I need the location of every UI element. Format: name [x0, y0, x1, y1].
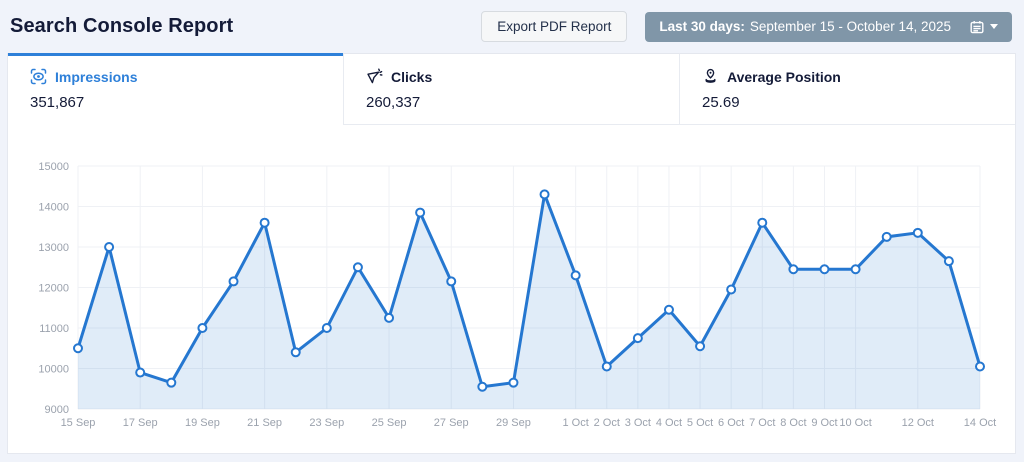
- data-point-19-sep: [197, 323, 208, 333]
- header-actions: Export PDF Report Last 30 days: Septembe…: [481, 10, 1012, 43]
- tab-impressions-value: 351,867: [30, 94, 85, 111]
- date-range-prefix: Last 30 days:: [659, 18, 745, 34]
- tab-average-position-value: 25.69: [702, 94, 740, 111]
- data-point-13-oct: [943, 256, 954, 267]
- data-point-27-sep: [446, 276, 457, 287]
- svg-text:10000: 10000: [38, 364, 69, 376]
- tab-average-position-label: Average Position: [727, 68, 841, 85]
- tab-clicks[interactable]: Clicks 260,337: [343, 53, 679, 125]
- data-point-7-oct: [757, 217, 768, 228]
- data-point-22-sep: [290, 347, 301, 358]
- average-position-pin-icon: [702, 68, 719, 85]
- data-point-2-oct: [601, 361, 612, 372]
- data-point-10-oct: [850, 264, 861, 275]
- svg-text:3 Oct: 3 Oct: [625, 417, 651, 429]
- svg-text:17 Sep: 17 Sep: [123, 417, 158, 429]
- data-point-1-oct: [570, 270, 581, 281]
- clicks-cursor-icon: [366, 68, 383, 85]
- caret-down-icon: [990, 24, 998, 29]
- svg-text:11000: 11000: [39, 323, 69, 335]
- svg-text:27 Sep: 27 Sep: [434, 417, 469, 429]
- export-pdf-button[interactable]: Export PDF Report: [481, 10, 628, 43]
- data-point-23-sep: [321, 323, 332, 333]
- data-point-6-oct: [726, 284, 737, 295]
- svg-text:10 Oct: 10 Oct: [839, 417, 871, 429]
- svg-text:15 Sep: 15 Sep: [61, 417, 96, 429]
- data-point-25-sep: [384, 312, 395, 323]
- svg-text:14000: 14000: [38, 202, 69, 214]
- svg-text:25 Sep: 25 Sep: [372, 417, 407, 429]
- tab-impressions-label: Impressions: [55, 68, 138, 85]
- tab-impressions[interactable]: Impressions 351,867: [8, 53, 343, 125]
- svg-text:15000: 15000: [38, 161, 69, 173]
- data-point-15-sep: [73, 343, 83, 354]
- data-point-9-oct: [819, 264, 830, 275]
- svg-text:9000: 9000: [45, 404, 69, 416]
- calendar-icon: [970, 20, 984, 34]
- date-range-value: September 15 - October 14, 2025: [749, 18, 951, 34]
- svg-text:19 Sep: 19 Sep: [185, 417, 220, 429]
- data-point-18-sep: [166, 377, 177, 388]
- svg-text:21 Sep: 21 Sep: [247, 417, 282, 429]
- data-point-4-oct: [663, 304, 674, 315]
- svg-text:8 Oct: 8 Oct: [780, 417, 806, 429]
- date-range-icons: [970, 20, 998, 34]
- data-point-26-sep: [415, 207, 426, 218]
- metric-tabs: Impressions 351,867 Clicks 260,337: [8, 53, 1015, 125]
- data-point-12-oct: [912, 227, 923, 238]
- data-point-16-sep: [104, 242, 115, 252]
- report-card: Impressions 351,867 Clicks 260,337: [7, 53, 1016, 454]
- svg-text:2 Oct: 2 Oct: [594, 417, 620, 429]
- data-point-28-sep: [477, 381, 488, 392]
- data-point-21-sep: [259, 217, 270, 228]
- svg-text:1 Oct: 1 Oct: [563, 417, 589, 429]
- svg-text:13000: 13000: [38, 242, 69, 254]
- svg-text:6 Oct: 6 Oct: [718, 417, 744, 429]
- impressions-line-chart: 9000 10000 11000 12000 13000 14000 15000 15 Sep…: [38, 161, 996, 429]
- svg-text:12 Oct: 12 Oct: [902, 417, 934, 429]
- svg-text:29 Sep: 29 Sep: [496, 417, 531, 429]
- impressions-eye-icon: [30, 68, 47, 85]
- data-point-24-sep: [352, 262, 363, 273]
- tab-average-position[interactable]: Average Position 25.69: [679, 53, 1015, 125]
- svg-text:5 Oct: 5 Oct: [687, 417, 713, 429]
- data-point-3-oct: [632, 333, 643, 344]
- tab-clicks-label: Clicks: [391, 68, 433, 85]
- svg-text:7 Oct: 7 Oct: [749, 417, 775, 429]
- impressions-chart-area: 9000 10000 11000 12000 13000 14000 15000 15 Sep…: [8, 125, 1015, 452]
- data-point-20-sep: [228, 276, 239, 287]
- data-point-11-oct: [881, 231, 892, 242]
- data-point-8-oct: [788, 264, 799, 275]
- data-point-30-sep: [539, 189, 550, 200]
- tab-clicks-value: 260,337: [366, 94, 421, 111]
- data-point-14-oct: [975, 361, 985, 372]
- data-point-5-oct: [695, 341, 706, 352]
- page-title: Search Console Report: [10, 15, 234, 37]
- data-point-17-sep: [135, 367, 146, 378]
- svg-text:23 Sep: 23 Sep: [309, 417, 344, 429]
- svg-text:12000: 12000: [38, 283, 69, 295]
- page-header: Search Console Report Export PDF Report …: [0, 0, 1024, 53]
- svg-text:14 Oct: 14 Oct: [964, 417, 996, 429]
- date-range-button[interactable]: Last 30 days: September 15 - October 14,…: [645, 11, 1012, 42]
- data-point-29-sep: [508, 377, 519, 388]
- svg-text:4 Oct: 4 Oct: [656, 417, 682, 429]
- svg-text:9 Oct: 9 Oct: [811, 417, 837, 429]
